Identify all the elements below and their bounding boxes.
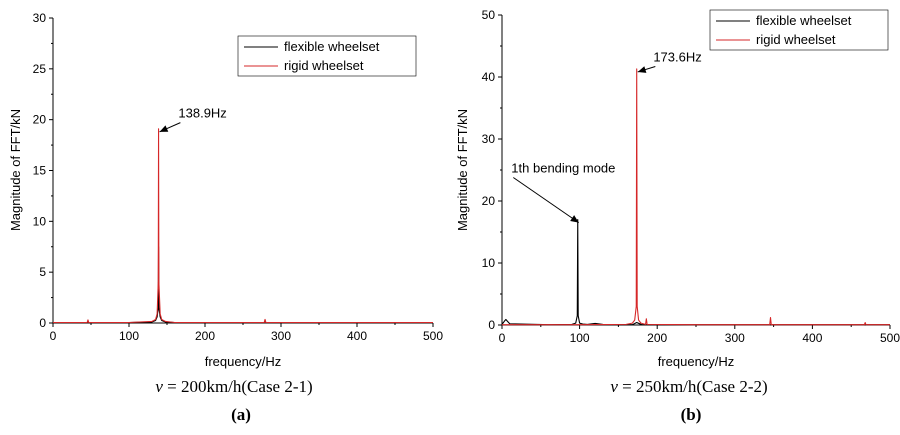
y-tick-label: 40 bbox=[482, 70, 496, 84]
y-tick-label: 10 bbox=[482, 256, 496, 270]
x-tick-label: 200 bbox=[647, 331, 667, 345]
x-tick-label: 100 bbox=[119, 329, 139, 343]
y-tick-label: 15 bbox=[33, 164, 47, 178]
legend-label-flexible: flexible wheelset bbox=[284, 39, 380, 54]
annotation-label: 138.9Hz bbox=[178, 106, 226, 121]
y-tick-label: 50 bbox=[482, 8, 496, 22]
legend: flexible wheelset rigid wheelset bbox=[709, 9, 889, 51]
series-layer bbox=[501, 68, 890, 326]
x-tick-label: 0 bbox=[499, 331, 506, 345]
x-tick-label: 400 bbox=[347, 329, 367, 343]
series-line-rigid-wheelset bbox=[502, 68, 890, 326]
chart-panel-a: Magnitude of FFT/kN frequency/Hz 0 100 200… bbox=[8, 11, 443, 424]
series-line-flexible-wheelset bbox=[53, 246, 433, 324]
annotation-label: 173.6Hz bbox=[653, 50, 701, 65]
annotation-arrow-line bbox=[513, 177, 580, 224]
x-tick-label: 0 bbox=[50, 329, 57, 343]
y-axis-label: Magnitude of FFT/kN bbox=[455, 109, 470, 231]
annotation-layer: 173.6Hz 1th bending mode bbox=[511, 50, 702, 224]
y-tick-label: 0 bbox=[39, 316, 46, 330]
annotation-arrow-head bbox=[159, 125, 169, 132]
y-tick-label: 10 bbox=[33, 214, 47, 228]
x-axis-label: frequency/Hz bbox=[658, 354, 735, 369]
x-tick-label: 300 bbox=[271, 329, 291, 343]
caption-a: v = 200km/h(Case 2-1) bbox=[155, 377, 312, 396]
x-tick-label: 500 bbox=[880, 331, 900, 345]
y-tick-label: 25 bbox=[33, 62, 47, 76]
y-tick-label: 30 bbox=[33, 11, 47, 25]
legend-label-rigid: rigid wheelset bbox=[756, 32, 836, 47]
tick-layer: 0 100 200 300 400 500 0 5 10 15 20 25 30 bbox=[33, 11, 444, 343]
x-tick-label: 300 bbox=[725, 331, 745, 345]
annotation-arrow-head bbox=[637, 66, 647, 73]
x-axis-label: frequency/Hz bbox=[205, 354, 282, 369]
y-tick-label: 20 bbox=[33, 113, 47, 127]
y-axis-label: Magnitude of FFT/kN bbox=[8, 109, 23, 231]
legend-box bbox=[237, 35, 417, 77]
x-tick-label: 500 bbox=[423, 329, 443, 343]
x-tick-label: 100 bbox=[570, 331, 590, 345]
panel-letter-a: (a) bbox=[231, 405, 251, 424]
x-tick-label: 400 bbox=[802, 331, 822, 345]
legend-box bbox=[709, 9, 889, 51]
annotation-arrow-head bbox=[570, 215, 579, 223]
y-tick-label: 5 bbox=[39, 265, 46, 279]
caption-b: v = 250km/h(Case 2-2) bbox=[610, 377, 767, 396]
y-tick-label: 30 bbox=[482, 132, 496, 146]
annotation-layer: 138.9Hz bbox=[159, 106, 227, 133]
legend: flexible wheelset rigid wheelset bbox=[237, 35, 417, 77]
annotation-label: 1th bending mode bbox=[511, 160, 615, 175]
series-line-rigid-wheelset bbox=[53, 128, 433, 324]
legend-label-flexible: flexible wheelset bbox=[756, 13, 852, 28]
series-line-flexible-wheelset bbox=[501, 219, 890, 326]
x-tick-label: 200 bbox=[195, 329, 215, 343]
legend-label-rigid: rigid wheelset bbox=[284, 58, 364, 73]
series-layer bbox=[53, 128, 433, 324]
chart-panel-b: Magnitude of FFT/kN frequency/Hz 0 100 200… bbox=[455, 8, 900, 424]
panel-letter-b: (b) bbox=[681, 405, 702, 424]
y-tick-label: 0 bbox=[488, 318, 495, 332]
y-tick-label: 20 bbox=[482, 194, 496, 208]
